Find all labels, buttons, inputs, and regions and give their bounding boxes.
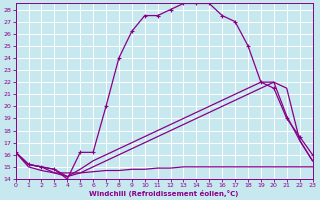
X-axis label: Windchill (Refroidissement éolien,°C): Windchill (Refroidissement éolien,°C) <box>89 190 239 197</box>
